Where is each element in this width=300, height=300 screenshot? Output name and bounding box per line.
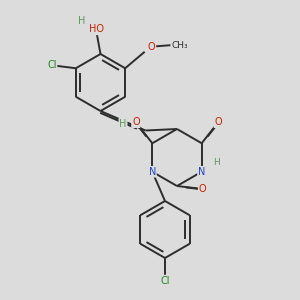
Text: HO: HO (88, 24, 104, 34)
Text: Cl: Cl (47, 60, 57, 70)
Text: O: O (214, 117, 222, 127)
Text: N: N (148, 167, 156, 177)
Text: O: O (132, 117, 140, 127)
Text: H: H (119, 119, 127, 129)
Text: O: O (148, 42, 155, 52)
Text: CH₃: CH₃ (171, 40, 188, 50)
Text: H: H (78, 16, 85, 26)
Text: Cl: Cl (160, 275, 170, 286)
Text: H: H (213, 158, 220, 167)
Text: N: N (198, 167, 206, 177)
Text: O: O (199, 184, 206, 194)
